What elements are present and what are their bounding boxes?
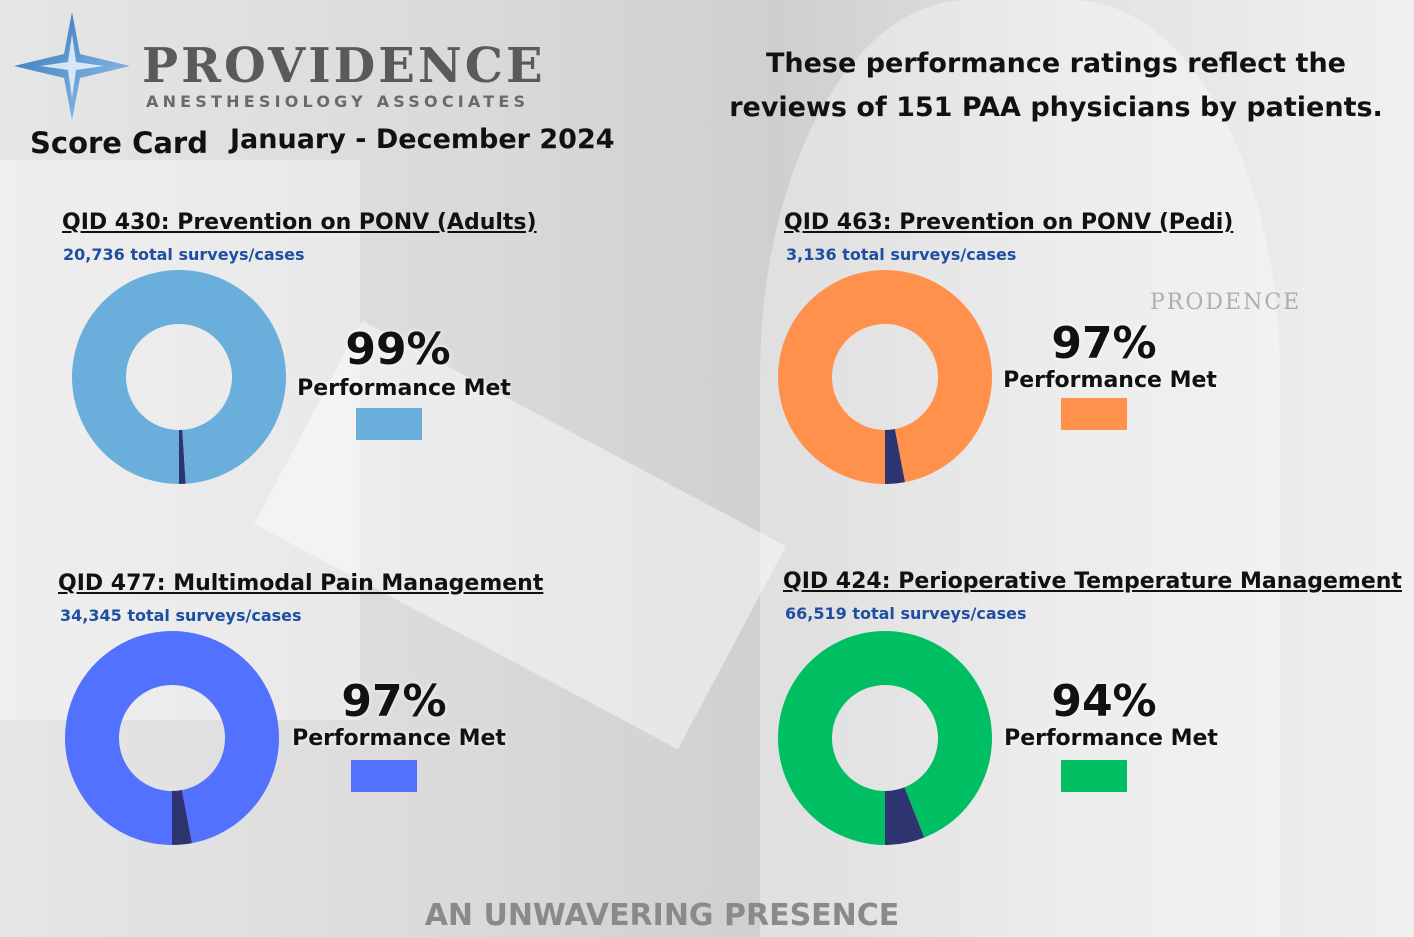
headline-line-2: reviews of 151 PAA physicians by patient… (729, 92, 1383, 123)
legend-label-temperature: Performance Met (1004, 726, 1218, 751)
chart-count-pain: 34,345 total surveys/cases (60, 606, 302, 625)
logo-subtitle: ANESTHESIOLOGY ASSOCIATES (146, 92, 530, 111)
legend-swatch-pedi (1061, 398, 1127, 430)
percent-label-pain: 97% (341, 676, 447, 727)
chart-count-temperature: 66,519 total surveys/cases (785, 604, 1027, 623)
donut-slice-not-met-temperature (885, 787, 925, 845)
percent-label-pedi: 97% (1051, 318, 1157, 369)
legend-swatch-pain (351, 760, 417, 792)
chart-title-temperature: QID 424: Perioperative Temperature Manag… (783, 569, 1402, 594)
donut-slice-met-adults (72, 270, 287, 484)
donut-chart-temperature (778, 631, 992, 845)
footer-tagline: AN UNWAVERING PRESENCE (424, 898, 900, 933)
legend-swatch-temperature (1061, 760, 1127, 792)
providence-logo: PROVIDENCE ANESTHESIOLOGY ASSOCIATES (14, 12, 554, 122)
donut-slice-met-pain (65, 631, 280, 845)
chart-count-pedi: 3,136 total surveys/cases (786, 245, 1017, 264)
chart-title-pedi: QID 463: Prevention on PONV (Pedi) (784, 210, 1234, 235)
legend-label-pain: Performance Met (292, 726, 506, 751)
percent-label-temperature: 94% (1051, 676, 1157, 727)
score-card-label: Score Card (30, 126, 208, 160)
donut-chart-adults (72, 270, 287, 484)
donut-slice-not-met-pain (172, 790, 193, 845)
donut-slice-not-met-adults (179, 429, 186, 484)
chart-title-adults: QID 430: Prevention on PONV (Adults) (62, 210, 537, 235)
chart-count-adults: 20,736 total surveys/cases (63, 245, 305, 264)
logo-name: PROVIDENCE (142, 38, 546, 94)
donut-slice-not-met-pedi (885, 429, 906, 484)
percent-label-adults: 99% (345, 324, 451, 375)
legend-swatch-adults (356, 408, 422, 440)
legend-label-pedi: Performance Met (1003, 368, 1217, 393)
donut-slice-met-pedi (778, 270, 992, 484)
report-period: January - December 2024 (230, 124, 615, 155)
headline-line-1: These performance ratings reflect the (765, 48, 1346, 79)
headline: These performance ratings reflect the re… (720, 42, 1392, 130)
four-point-star-icon (14, 12, 130, 120)
chart-title-pain: QID 477: Multimodal Pain Management (58, 571, 544, 596)
donut-chart-pain (65, 631, 280, 845)
legend-label-adults: Performance Met (297, 376, 511, 401)
donut-slice-met-temperature (778, 631, 992, 845)
background-watermark: PRODENCE (1150, 290, 1302, 315)
donut-chart-pedi (778, 270, 992, 484)
